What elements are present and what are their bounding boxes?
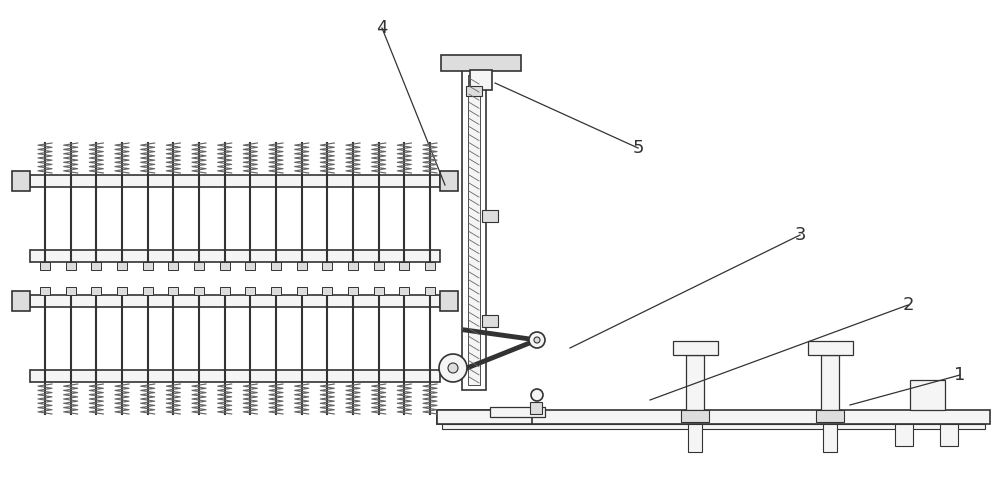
Bar [297,287,307,295]
Bar [194,287,204,295]
Bar [117,287,127,295]
Bar [466,86,482,96]
Bar [245,262,255,270]
Bar [12,171,30,191]
Bar [40,287,50,295]
Bar [686,355,704,410]
Bar [374,287,384,295]
Bar [673,341,718,355]
Bar [374,262,384,270]
Bar [462,70,486,390]
Bar [482,210,498,222]
Bar [470,70,492,90]
Bar [117,262,127,270]
Bar [322,262,332,270]
Bar [442,424,985,429]
Bar [910,380,945,410]
Bar [30,295,440,307]
Bar [437,410,532,424]
Bar [440,291,458,311]
Bar [821,355,839,410]
Bar [530,402,542,414]
Bar [399,287,409,295]
Text: 3: 3 [794,226,806,244]
Bar [12,291,30,311]
Text: 4: 4 [376,19,388,37]
Bar [91,287,101,295]
Bar [168,262,178,270]
Bar [808,341,853,355]
Bar [91,262,101,270]
Bar [40,262,50,270]
Bar [437,410,990,424]
Bar [688,424,702,452]
Bar [441,55,521,71]
Bar [823,424,837,452]
Text: 5: 5 [632,139,644,157]
Bar [194,262,204,270]
Bar [348,262,358,270]
Bar [348,287,358,295]
Bar [425,287,435,295]
Bar [30,370,440,382]
Bar [399,262,409,270]
Bar [816,410,844,422]
Circle shape [439,354,467,382]
Text: 2: 2 [902,296,914,314]
Bar [220,287,230,295]
Bar [297,262,307,270]
Circle shape [448,363,458,373]
Bar [66,287,76,295]
Circle shape [531,389,543,401]
Bar [322,287,332,295]
Bar [425,262,435,270]
Bar [245,287,255,295]
Circle shape [529,332,545,348]
Bar [490,407,545,417]
Bar [220,262,230,270]
Bar [940,424,958,446]
Bar [168,287,178,295]
Bar [482,315,498,327]
Bar [143,262,153,270]
Bar [271,287,281,295]
Bar [66,262,76,270]
Bar [681,410,709,422]
Circle shape [534,337,540,343]
Bar [271,262,281,270]
Bar [468,75,480,385]
Bar [143,287,153,295]
Bar [30,175,440,187]
Bar [440,171,458,191]
Bar [30,250,440,262]
Bar [895,424,913,446]
Text: 1: 1 [954,366,966,384]
